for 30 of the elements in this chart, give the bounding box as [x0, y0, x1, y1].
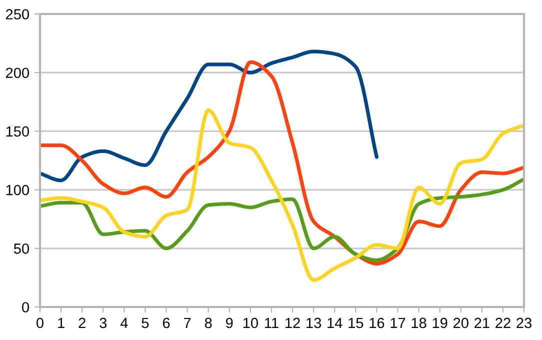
x-tick-label: 14 [328, 318, 342, 328]
x-tick-label: 0 [36, 318, 44, 328]
x-tick-label: 9 [226, 318, 233, 328]
x-tick-label: 12 [286, 318, 300, 328]
x-tick-label: 17 [390, 318, 406, 328]
x-tick-label: 10 [243, 318, 258, 328]
x-tick-label: 5 [142, 318, 149, 328]
x-tick-label: 3 [100, 318, 107, 328]
x-tick-label: 4 [120, 318, 128, 328]
y-tick-label: 50 [14, 244, 30, 254]
y-tick-label: 100 [6, 184, 30, 196]
y-tick-label: 0 [22, 302, 30, 312]
x-tick-label: 15 [348, 318, 364, 328]
x-tick-label: 2 [78, 318, 86, 328]
x-tick-label: 22 [496, 318, 510, 328]
x-tick-label: 1 [58, 318, 64, 328]
x-tick-label: 21 [474, 318, 490, 328]
x-tick-label: 18 [412, 318, 426, 328]
x-tick-label: 13 [306, 318, 322, 328]
y-tick-label: 250 [6, 9, 30, 20]
x-tick-label: 20 [453, 318, 468, 328]
x-tick-label: 6 [162, 318, 170, 328]
x-tick-label: 19 [432, 318, 448, 328]
x-tick-label: 8 [204, 318, 212, 328]
x-tick-label: 23 [516, 318, 532, 328]
x-tick-label: 11 [265, 318, 278, 328]
y-tick-label: 150 [6, 126, 30, 137]
y-tick-label: 200 [6, 68, 30, 78]
x-tick-label: 16 [370, 318, 384, 328]
x-tick-label: 7 [184, 318, 191, 328]
